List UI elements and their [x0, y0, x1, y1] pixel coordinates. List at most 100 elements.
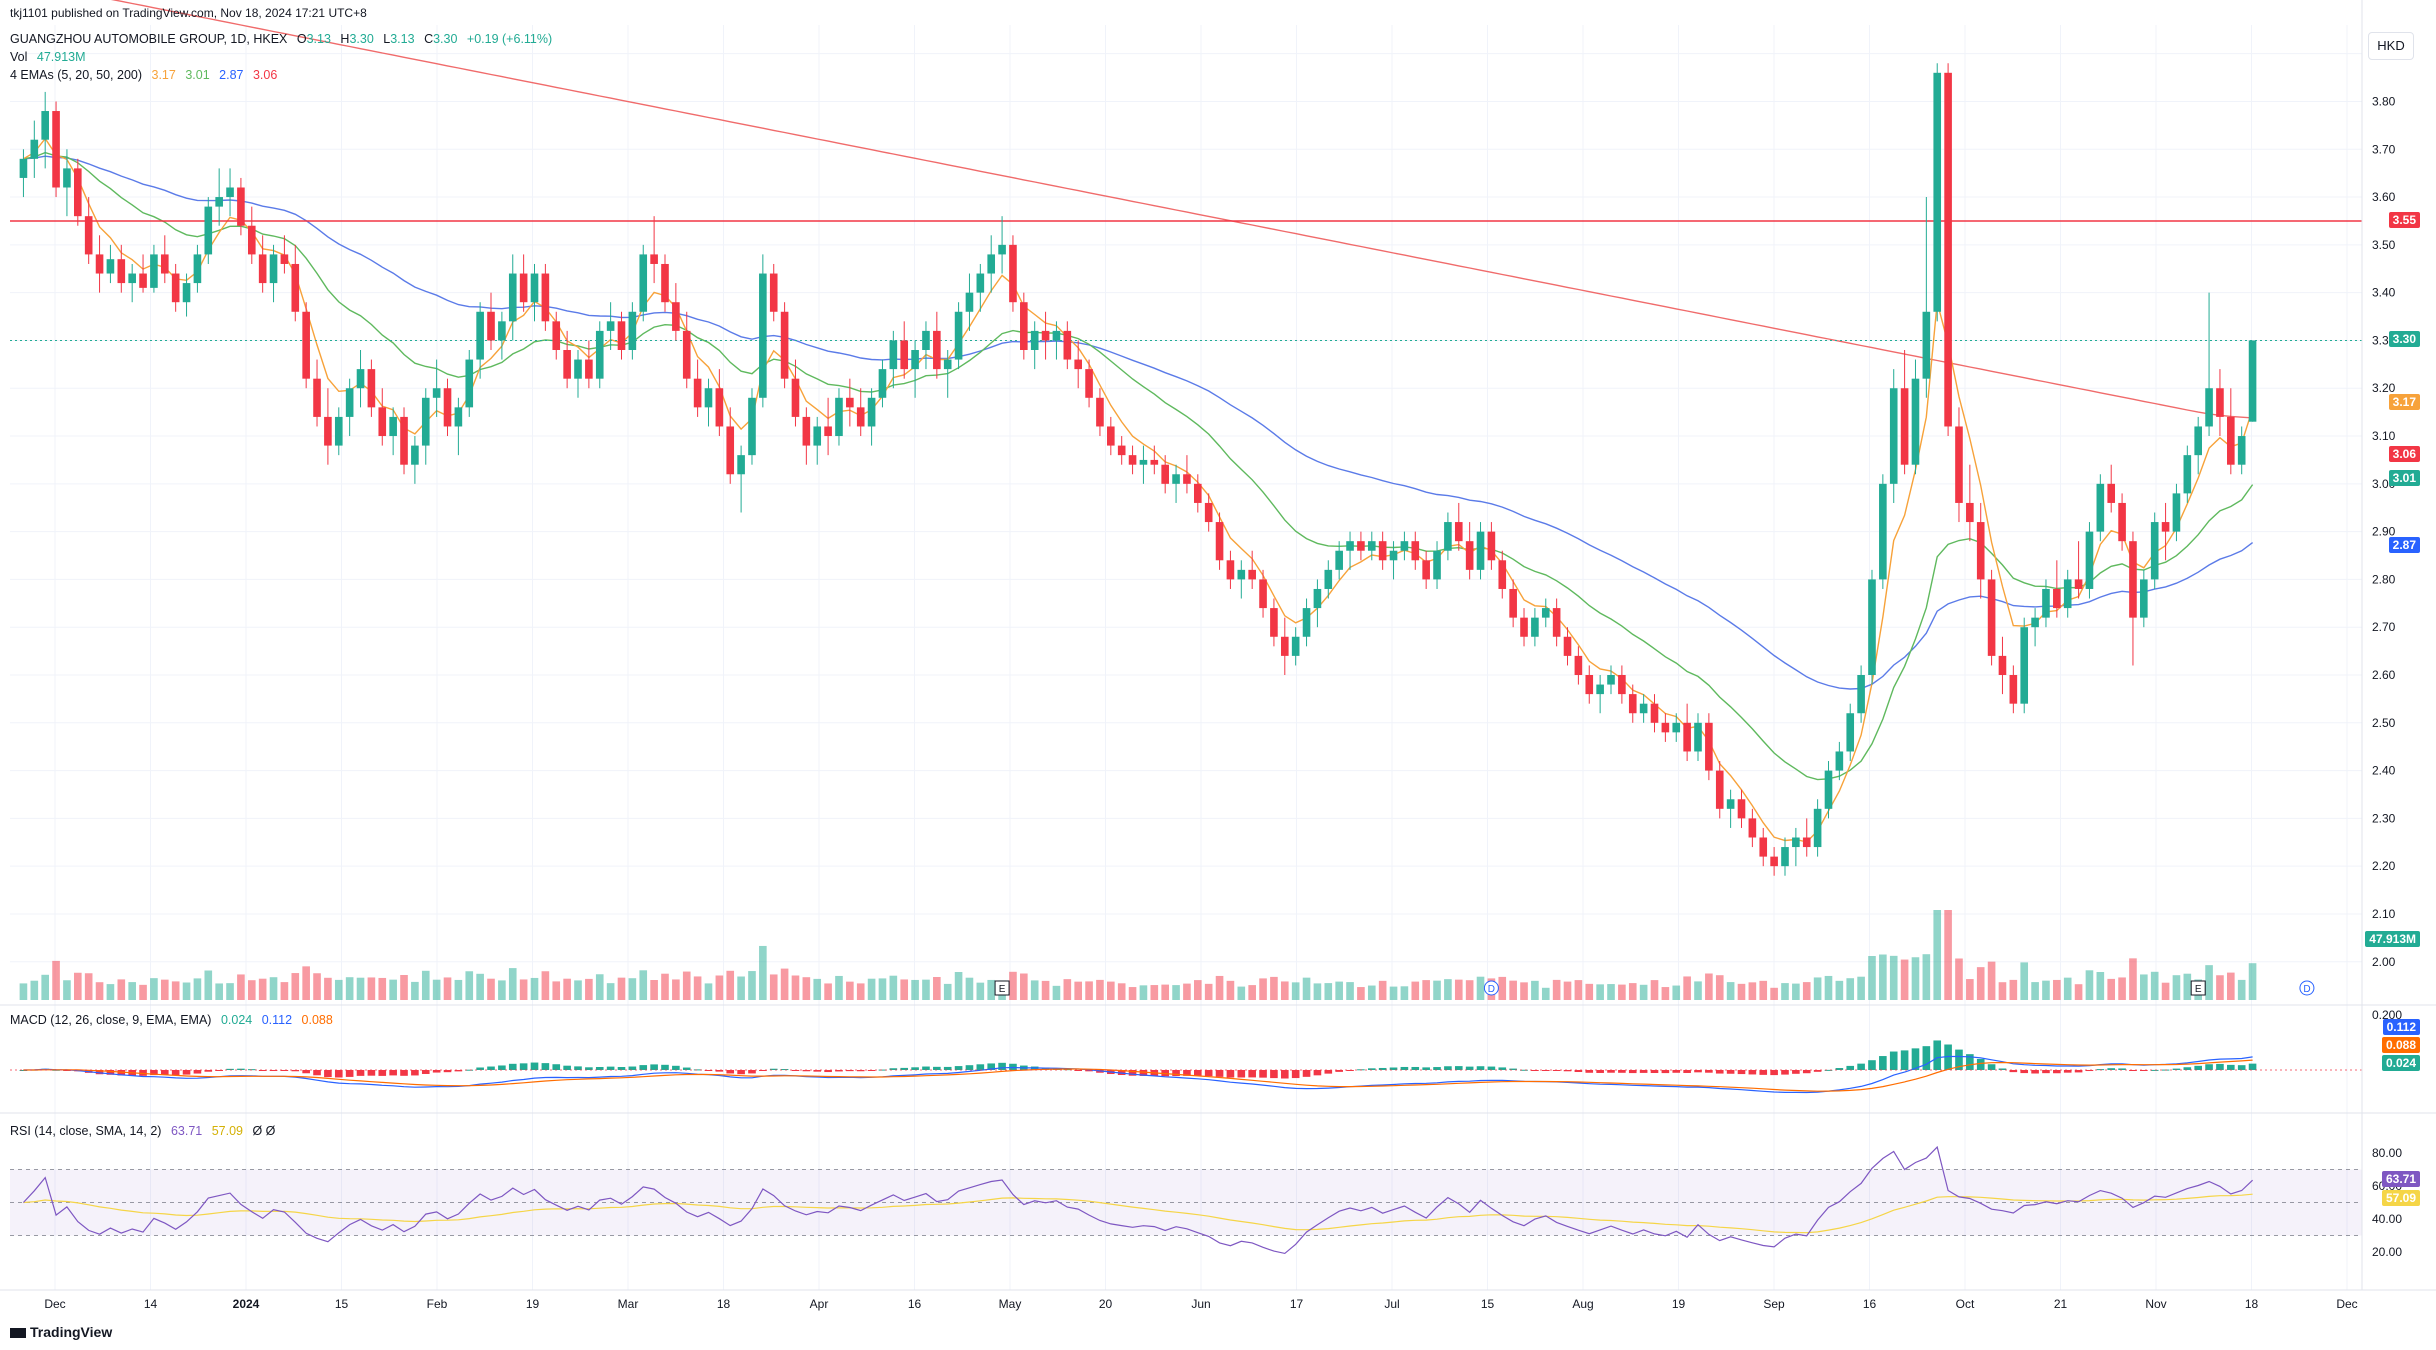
candle-body: [269, 254, 278, 284]
candle-body: [1030, 330, 1039, 350]
macd-histogram-bar: [1074, 1070, 1082, 1071]
candle-body: [933, 330, 941, 370]
volume-bar: [2161, 982, 2170, 1000]
volume-bar: [1574, 980, 1583, 1000]
volume-bar: [1607, 984, 1615, 1000]
price-badge: 3.06: [2388, 446, 2420, 463]
macd-legend[interactable]: MACD (12, 26, close, 9, EMA, EMA) 0.024 …: [10, 1013, 339, 1027]
volume-bar: [1346, 982, 1354, 1000]
price-tick-label: 2.70: [2372, 620, 2396, 634]
macd-histogram-bar: [2031, 1070, 2039, 1074]
candle-body: [1911, 378, 1920, 465]
candle-body: [519, 273, 528, 303]
macd-histogram-bar: [835, 1070, 843, 1072]
macd-histogram-bar: [2172, 1068, 2181, 1070]
candle-body: [1520, 617, 1528, 637]
macd-histogram-bar: [552, 1064, 561, 1070]
macd-histogram-bar: [682, 1067, 691, 1070]
candle-body: [2096, 483, 2105, 532]
macd-histogram-bar: [1868, 1060, 1876, 1070]
time-tick-label: Sep: [1763, 1297, 1785, 1311]
volume-bar: [530, 977, 539, 1000]
rsi-badge: 63.71: [2381, 1170, 2420, 1187]
candle-body: [704, 388, 713, 408]
price-tick-label: 2.10: [2372, 907, 2396, 921]
volume-bar: [1683, 976, 1691, 1000]
price-badge: 3.01: [2388, 470, 2420, 487]
volume-bar: [74, 972, 82, 1000]
candle-body: [247, 225, 256, 255]
price-tick-label: 3.40: [2372, 286, 2396, 300]
volume-bar: [737, 976, 745, 1000]
volume-bar: [519, 979, 528, 1000]
macd-histogram-bar: [1737, 1070, 1746, 1075]
macd-histogram-bar: [324, 1070, 332, 1078]
price-badge: 2.87: [2388, 536, 2420, 553]
macd-histogram-bar: [280, 1070, 289, 1071]
signal-line: [23, 1059, 2253, 1092]
volume-bar: [1955, 958, 1963, 1000]
price-tick-label: 3.80: [2372, 94, 2396, 108]
ema20-value: 3.01: [185, 68, 210, 82]
candle-body: [954, 311, 963, 360]
volume-bar: [247, 980, 256, 1000]
ema-legend[interactable]: 4 EMAs (5, 20, 50, 200) 3.17 3.01 2.87 3…: [10, 68, 283, 82]
macd-histogram-bar: [2248, 1063, 2257, 1070]
time-tick-label: 15: [1481, 1297, 1495, 1311]
volume-bar: [1041, 980, 1050, 1000]
candle-body: [345, 388, 354, 417]
candle-body: [1454, 522, 1463, 542]
candle-body: [1781, 847, 1789, 867]
macd-histogram-bar: [965, 1065, 974, 1070]
ema-label: 4 EMAs (5, 20, 50, 200): [10, 68, 143, 82]
volume-bar: [1389, 986, 1398, 1000]
macd-histogram-bar: [1324, 1070, 1333, 1074]
candle-body: [617, 321, 626, 350]
candle-body: [2161, 522, 2170, 532]
volume-bar: [1378, 980, 1387, 1000]
macd-histogram-bar: [748, 1070, 756, 1074]
time-tick-label: 21: [2054, 1297, 2068, 1311]
candle-body: [2194, 426, 2202, 456]
candle-body: [2063, 579, 2072, 609]
macd-histogram-bar: [1563, 1070, 1572, 1072]
candle-body: [1628, 694, 1637, 714]
macd-histogram-bar: [1933, 1040, 1942, 1070]
candle-body: [1726, 799, 1735, 809]
candle-body: [1204, 502, 1213, 523]
macd-histogram-bar: [1987, 1064, 1996, 1070]
volume-bar: [1933, 910, 1942, 1000]
volume-bar: [1944, 910, 1952, 1000]
time-tick-label: 14: [144, 1297, 158, 1311]
candle-body: [171, 273, 180, 303]
volume-bar: [574, 980, 582, 1000]
brand-name: TradingView: [30, 1324, 113, 1340]
candle-body: [150, 254, 158, 288]
price-tick-label: 2.30: [2372, 811, 2396, 825]
volume-bar: [1596, 984, 1604, 1000]
candle-body: [508, 273, 517, 322]
candle-body: [813, 426, 822, 446]
candle-body: [1574, 655, 1583, 675]
symbol-legend[interactable]: GUANGZHOU AUTOMOBILE GROUP, 1D, HKEX O3.…: [10, 32, 558, 46]
candle-body: [454, 407, 463, 427]
time-tick-label: 2024: [233, 1297, 260, 1311]
volume-bar: [1987, 961, 1996, 1000]
volume-bar: [1139, 985, 1148, 1000]
macd-histogram-bar: [1226, 1070, 1235, 1078]
macd-histogram-bar: [302, 1070, 310, 1074]
macd-histogram-bar: [1302, 1070, 1311, 1077]
currency-button[interactable]: HKD: [2368, 32, 2414, 60]
macd-histogram-bar: [1607, 1070, 1615, 1073]
volume-legend[interactable]: Vol 47.913M: [10, 50, 92, 64]
macd-histogram-bar: [856, 1070, 865, 1072]
macd-histogram-bar: [2216, 1063, 2224, 1070]
volume-bar: [2150, 971, 2159, 1000]
rsi-legend[interactable]: RSI (14, close, SMA, 14, 2) 63.71 57.09 …: [10, 1124, 281, 1138]
volume-bar: [1367, 985, 1376, 1000]
volume-bar: [2140, 974, 2148, 1000]
macd-histogram-bar: [726, 1070, 735, 1074]
macd-histogram-bar: [1770, 1070, 1778, 1076]
volume-bar: [835, 975, 843, 1000]
